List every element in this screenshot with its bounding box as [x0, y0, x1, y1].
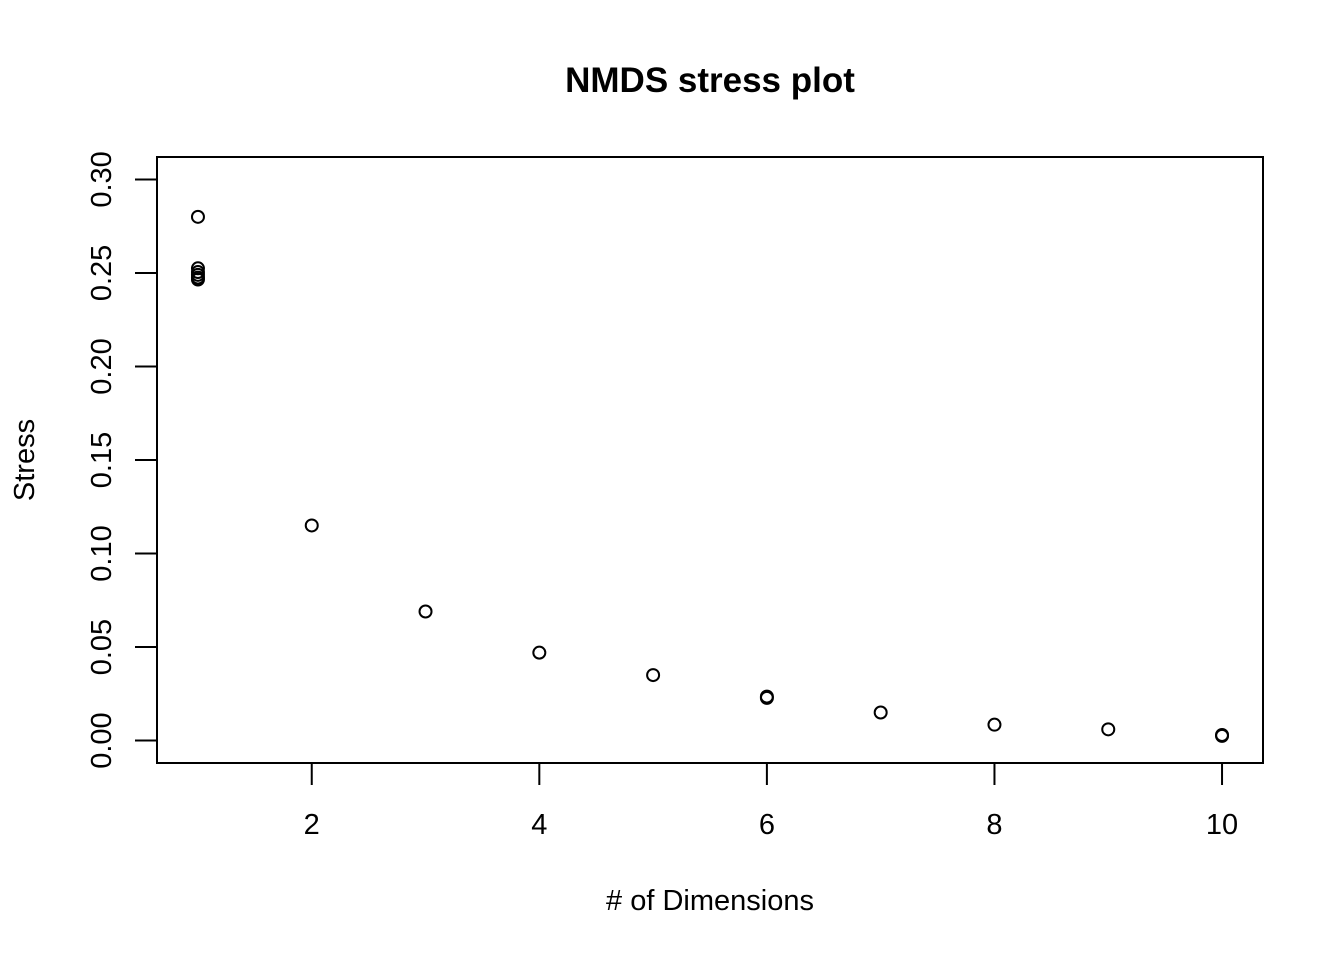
y-tick-label: 0.25 — [86, 245, 118, 301]
y-axis: 0.00 0.05 0.10 0.15 0.20 0.25 0.30 — [86, 151, 157, 769]
data-point — [418, 604, 433, 619]
data-point — [190, 209, 205, 224]
y-tick-label: 0.20 — [86, 338, 118, 394]
y-tick-label: 0.00 — [86, 712, 118, 768]
plot-area-frame — [156, 156, 1264, 764]
data-point — [873, 705, 888, 720]
data-point — [1101, 722, 1116, 737]
data-point — [987, 717, 1002, 732]
x-tick-label: 6 — [759, 809, 775, 841]
data-point — [646, 668, 661, 683]
data-point — [190, 272, 205, 287]
data-point — [532, 645, 547, 660]
x-tick-label: 2 — [304, 809, 320, 841]
y-axis-label: Stress — [9, 419, 41, 501]
y-tick-label: 0.15 — [86, 432, 118, 488]
x-axis: 2 4 6 8 10 — [304, 763, 1238, 841]
data-point — [759, 690, 774, 705]
x-tick-label: 4 — [531, 809, 547, 841]
y-tick-label: 0.30 — [86, 151, 118, 207]
y-tick-label: 0.10 — [86, 525, 118, 581]
x-tick-label: 8 — [986, 809, 1002, 841]
x-axis-label: # of Dimensions — [606, 885, 814, 917]
x-tick-label: 10 — [1206, 809, 1238, 841]
chart-title: NMDS stress plot — [565, 61, 855, 100]
data-point — [1215, 728, 1230, 743]
data-point — [304, 518, 319, 533]
data-points — [190, 209, 1230, 743]
y-tick-label: 0.05 — [86, 619, 118, 675]
